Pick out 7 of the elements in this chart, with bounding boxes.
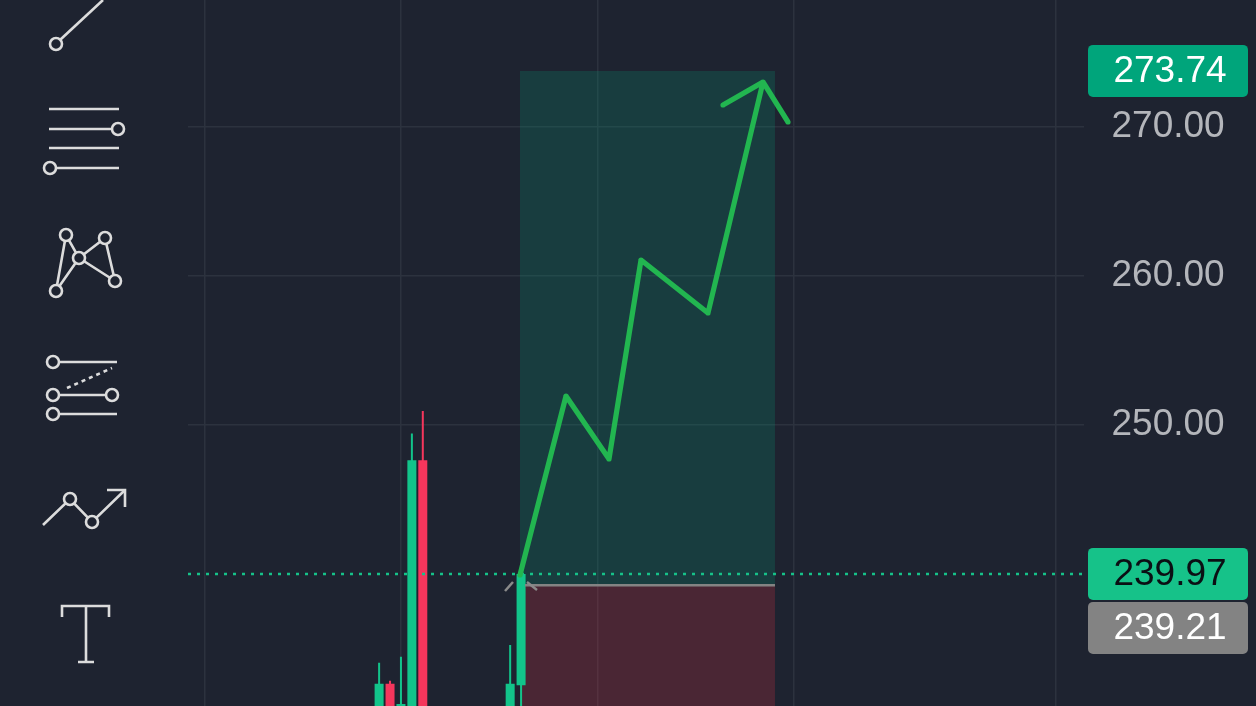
text: 273.74: [1113, 49, 1227, 91]
y-tick-label: 260.00: [1111, 252, 1225, 294]
y-tick-label: 270.00: [1111, 103, 1225, 145]
candlestick: [396, 656, 406, 706]
text: 239.21: [1113, 606, 1227, 648]
ref-line-label: 239.97: [1113, 552, 1227, 594]
y-tick-label: 250.00: [1111, 401, 1225, 443]
